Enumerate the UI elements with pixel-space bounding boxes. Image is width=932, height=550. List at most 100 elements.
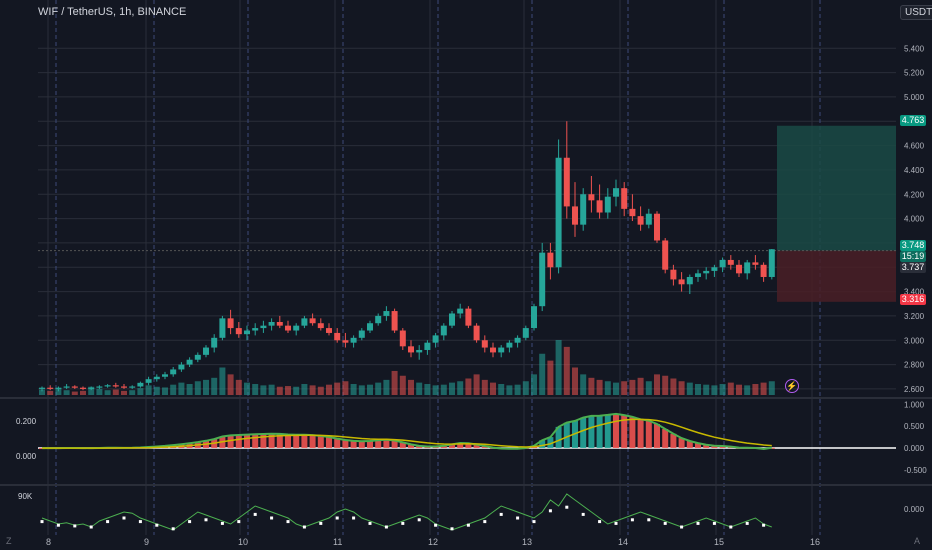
candle-body: [481, 340, 488, 348]
currency-unit-button[interactable]: USDT: [900, 5, 932, 20]
oscillator-bar: [637, 419, 644, 449]
oscillator-bar: [293, 434, 300, 449]
volume-bar: [194, 381, 201, 395]
oscillator-bar: [235, 434, 242, 449]
candle-body: [88, 387, 95, 389]
volume-left-label: 90K: [18, 492, 33, 501]
volume-bars: [39, 340, 775, 395]
oscillator-bar: [580, 417, 587, 449]
candle-body: [727, 259, 734, 265]
volume-dot: [696, 521, 700, 525]
volume-dot: [417, 518, 421, 522]
volume-bar: [498, 384, 505, 395]
oscillator-tick-label: 0.000: [904, 444, 925, 453]
candle-body: [227, 318, 234, 329]
volume-bar: [629, 379, 636, 395]
oscillator-bar: [670, 433, 677, 449]
volume-bar: [580, 374, 587, 395]
volume-bar: [301, 384, 308, 395]
volume-bar: [465, 378, 472, 395]
oscillator-bar: [334, 438, 341, 449]
volume-dot: [171, 527, 175, 531]
volume-dot: [729, 525, 733, 529]
price-tick-label: 3.000: [904, 336, 925, 345]
candle-body: [104, 385, 111, 387]
volume-dot: [647, 518, 651, 522]
oscillator-bar: [662, 428, 669, 449]
volume-bar: [760, 382, 767, 395]
candle-body: [367, 323, 373, 331]
oscillator-bar: [604, 414, 611, 449]
price-tick-label: 3.200: [904, 312, 925, 321]
candle-body: [547, 252, 554, 268]
price-tick-label: 4.200: [904, 190, 925, 199]
volume-bar: [170, 384, 177, 395]
volume-bar: [457, 381, 464, 395]
oscillator-bar: [317, 435, 324, 449]
volume-bar: [121, 390, 127, 395]
candle-body: [465, 308, 472, 326]
oscillator-bar: [621, 415, 628, 449]
volume-bar: [178, 382, 185, 395]
time-tick-label: 13: [522, 537, 532, 547]
candle-body: [80, 387, 86, 389]
oscillator-bar: [350, 440, 357, 449]
oscillator-bar: [629, 416, 636, 449]
volume-bar: [490, 382, 496, 395]
oscillator-bar: [301, 434, 308, 449]
corner-label-right[interactable]: A: [914, 536, 921, 546]
candle-body: [178, 364, 185, 370]
entry-price-badge: 3.737: [900, 262, 926, 273]
corner-label-left[interactable]: Z: [6, 536, 12, 546]
volume-bar: [334, 382, 341, 395]
oscillator-bar: [539, 440, 546, 449]
candle-body: [613, 188, 619, 197]
oscillator-bar: [719, 445, 726, 449]
volume-bar: [39, 389, 45, 395]
oscillator-bar: [268, 433, 275, 449]
volume-bar: [104, 390, 111, 395]
oscillator-bar: [399, 442, 406, 449]
time-tick-label: 8: [46, 537, 51, 547]
candle-body: [449, 313, 455, 326]
candle-body: [301, 318, 308, 326]
volume-bar: [678, 381, 685, 395]
volume-dot: [565, 505, 569, 509]
volume-bar: [645, 381, 652, 395]
oscillator-bar: [358, 441, 365, 449]
candle-body: [637, 216, 644, 225]
volume-bar: [235, 379, 242, 395]
oscillator-bar: [596, 415, 603, 449]
price-tick-label: 4.400: [904, 166, 925, 175]
volume-dot: [368, 521, 372, 525]
volume-dot: [122, 516, 126, 520]
candle-body: [662, 240, 669, 270]
oscillator-bar: [285, 434, 291, 449]
volume-bar: [96, 388, 103, 395]
volume-bar: [514, 384, 521, 395]
volume-bar: [55, 388, 62, 395]
price-tick-label: 2.800: [904, 361, 925, 370]
candle-body: [695, 273, 701, 277]
oscillator-pane: [38, 412, 896, 451]
candle-body: [604, 196, 611, 213]
oscillator-bar: [588, 415, 595, 449]
oscillator-bar: [244, 434, 250, 449]
time-tick-label: 12: [428, 537, 438, 547]
volume-bar: [317, 386, 324, 395]
volume-dot: [745, 521, 749, 525]
candle-body: [621, 188, 628, 209]
target-price-badge: 4.763: [900, 115, 926, 126]
volume-dot: [614, 521, 618, 525]
volume-bar: [662, 375, 669, 395]
time-tick-label: 15: [714, 537, 724, 547]
candle-body: [736, 264, 742, 274]
lightning-icon[interactable]: ⚡: [785, 379, 799, 393]
volume-bar: [481, 379, 488, 395]
candle-body: [719, 259, 726, 268]
volume-bar: [244, 382, 250, 395]
volume-dot: [762, 523, 766, 527]
volume-bar: [203, 379, 209, 395]
volume-bar: [408, 379, 414, 395]
